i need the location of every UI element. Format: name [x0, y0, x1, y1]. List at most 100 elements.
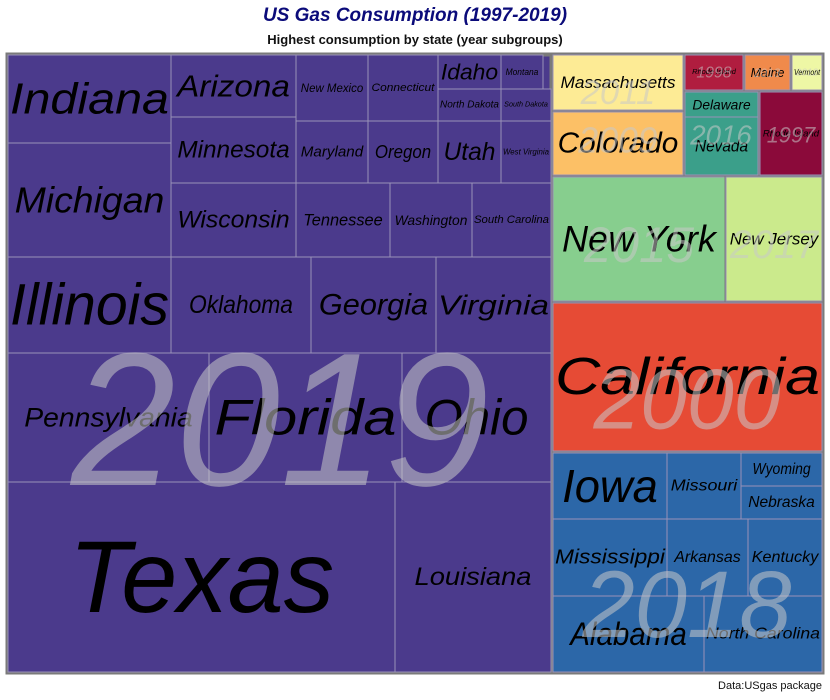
- group-label: 2011: [580, 74, 656, 112]
- state-cell: [7, 256, 172, 354]
- state-cell: [170, 256, 312, 354]
- state-label: Oregon: [375, 142, 431, 162]
- state-label: Nevada: [695, 137, 748, 156]
- state-cell: [471, 182, 552, 258]
- state-label: Connecticut: [372, 82, 436, 94]
- state-label: Delaware: [692, 97, 750, 113]
- state-label: Wyoming: [752, 461, 810, 478]
- state-cell: [7, 142, 172, 258]
- group-2017: New Jersey: [724, 175, 824, 303]
- state-label: Pennsylvania: [24, 403, 192, 433]
- state-label: New Jersey: [730, 230, 820, 249]
- state-cell: [552, 518, 668, 597]
- state-label: Kentucky: [752, 549, 820, 566]
- state-label: New York: [562, 219, 718, 260]
- group-2015: New York: [551, 175, 727, 303]
- group-2000: California: [551, 301, 824, 453]
- state-label: Rhode Island: [692, 69, 737, 76]
- state-label: Georgia: [319, 289, 428, 322]
- chart-title: US Gas Consumption (1997-2019): [262, 5, 568, 26]
- state-label: Massachusetts: [561, 73, 676, 92]
- state-cell: [552, 452, 668, 520]
- state-cell: [791, 54, 823, 91]
- state-label: Michigan: [15, 180, 165, 221]
- state-label: Indiana: [10, 75, 169, 124]
- group-label: 2000: [593, 353, 781, 448]
- state-label: Rhode Island: [763, 129, 820, 139]
- group-label: 2016: [689, 120, 752, 151]
- state-label: Virginia: [438, 290, 549, 321]
- state-label: Arkansas: [673, 549, 741, 566]
- state-label: Maine: [751, 65, 785, 80]
- state-cell: [367, 54, 439, 122]
- state-label: Missouri: [671, 478, 738, 495]
- state-cell: [170, 182, 297, 258]
- state-label: South Carolina: [474, 214, 549, 226]
- group-2011: Massachusetts: [551, 53, 685, 112]
- group-1998: Rhode Island: [683, 53, 745, 92]
- state-cell: [437, 120, 502, 184]
- group-2012: Vermont: [790, 53, 824, 92]
- state-label: Arizona: [175, 69, 290, 104]
- state-label: North Carolina: [706, 626, 820, 643]
- state-label: Washington: [395, 212, 468, 228]
- state-cell: [703, 595, 823, 673]
- state-cell: [310, 256, 437, 354]
- state-label: Alabama: [568, 616, 686, 652]
- group-2018: Iowa Missouri Wyoming Nebraska Mississippi Ar…: [551, 451, 824, 674]
- state-label: Idaho: [441, 60, 498, 85]
- state-label: Tennessee: [303, 211, 383, 230]
- state-label: New Mexico: [301, 81, 364, 95]
- state-cell: [7, 352, 210, 483]
- group-label: 2017: [729, 223, 820, 267]
- state-cell: [500, 120, 552, 184]
- state-label: Vermont: [794, 68, 821, 77]
- state-cell: [759, 91, 823, 176]
- state-cell: [740, 485, 823, 520]
- group-label: 2009: [577, 120, 657, 161]
- state-label: Ohio: [425, 390, 529, 446]
- state-label: Utah: [444, 138, 496, 166]
- group-label: 2019: [69, 314, 489, 526]
- state-cell: [295, 120, 369, 184]
- state-label: Florida: [215, 390, 397, 446]
- state-label: California: [555, 348, 820, 406]
- state-cell: [500, 88, 552, 122]
- group-label: 1998: [696, 65, 731, 82]
- state-cell: [401, 352, 552, 483]
- group-label: 2018: [582, 552, 792, 658]
- group-2016: Delaware Nevada: [683, 90, 760, 177]
- state-cell: [367, 120, 439, 184]
- state-cell: [725, 176, 823, 302]
- state-cell: [170, 54, 297, 118]
- group-2009: Colorado: [551, 110, 685, 177]
- group-1997: Rhode Island: [758, 90, 824, 177]
- chart-subtitle: Highest consumption by state (year subgr…: [267, 32, 563, 47]
- group-label: 2012: [795, 68, 818, 79]
- state-cell: [295, 182, 391, 258]
- state-cell: [552, 54, 684, 111]
- state-cell: [437, 54, 502, 90]
- state-label: Iowa: [562, 460, 658, 512]
- state-label: West Virginia: [503, 148, 550, 157]
- state-label: Texas: [69, 520, 334, 634]
- state-label: Minnesota: [177, 137, 289, 164]
- chart-caption: Data:USgas package: [718, 680, 822, 692]
- state-label: Nebraska: [748, 494, 815, 511]
- state-cell: [684, 54, 744, 91]
- state-label: Colorado: [558, 128, 679, 160]
- group-label: 2013: [753, 66, 781, 80]
- state-label: North Dakota: [440, 100, 499, 111]
- state-cell: [744, 54, 791, 91]
- state-label: Maryland: [301, 144, 364, 161]
- state-label: Oklahoma: [189, 291, 293, 319]
- state-cell: [747, 518, 823, 597]
- group-2019: Texas Louisiana Illinois Pennsylvania Florid…: [6, 53, 553, 674]
- group-label: 2015: [583, 217, 694, 273]
- state-cell: [552, 176, 726, 302]
- state-cell: [552, 111, 684, 176]
- state-cell: [666, 452, 742, 520]
- state-cell: [208, 352, 403, 483]
- state-cell: [684, 116, 759, 176]
- state-label: Mississippi: [555, 547, 666, 569]
